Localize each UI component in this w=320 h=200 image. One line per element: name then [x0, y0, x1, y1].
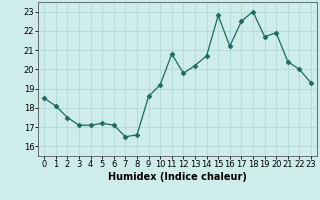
X-axis label: Humidex (Indice chaleur): Humidex (Indice chaleur)	[108, 172, 247, 182]
